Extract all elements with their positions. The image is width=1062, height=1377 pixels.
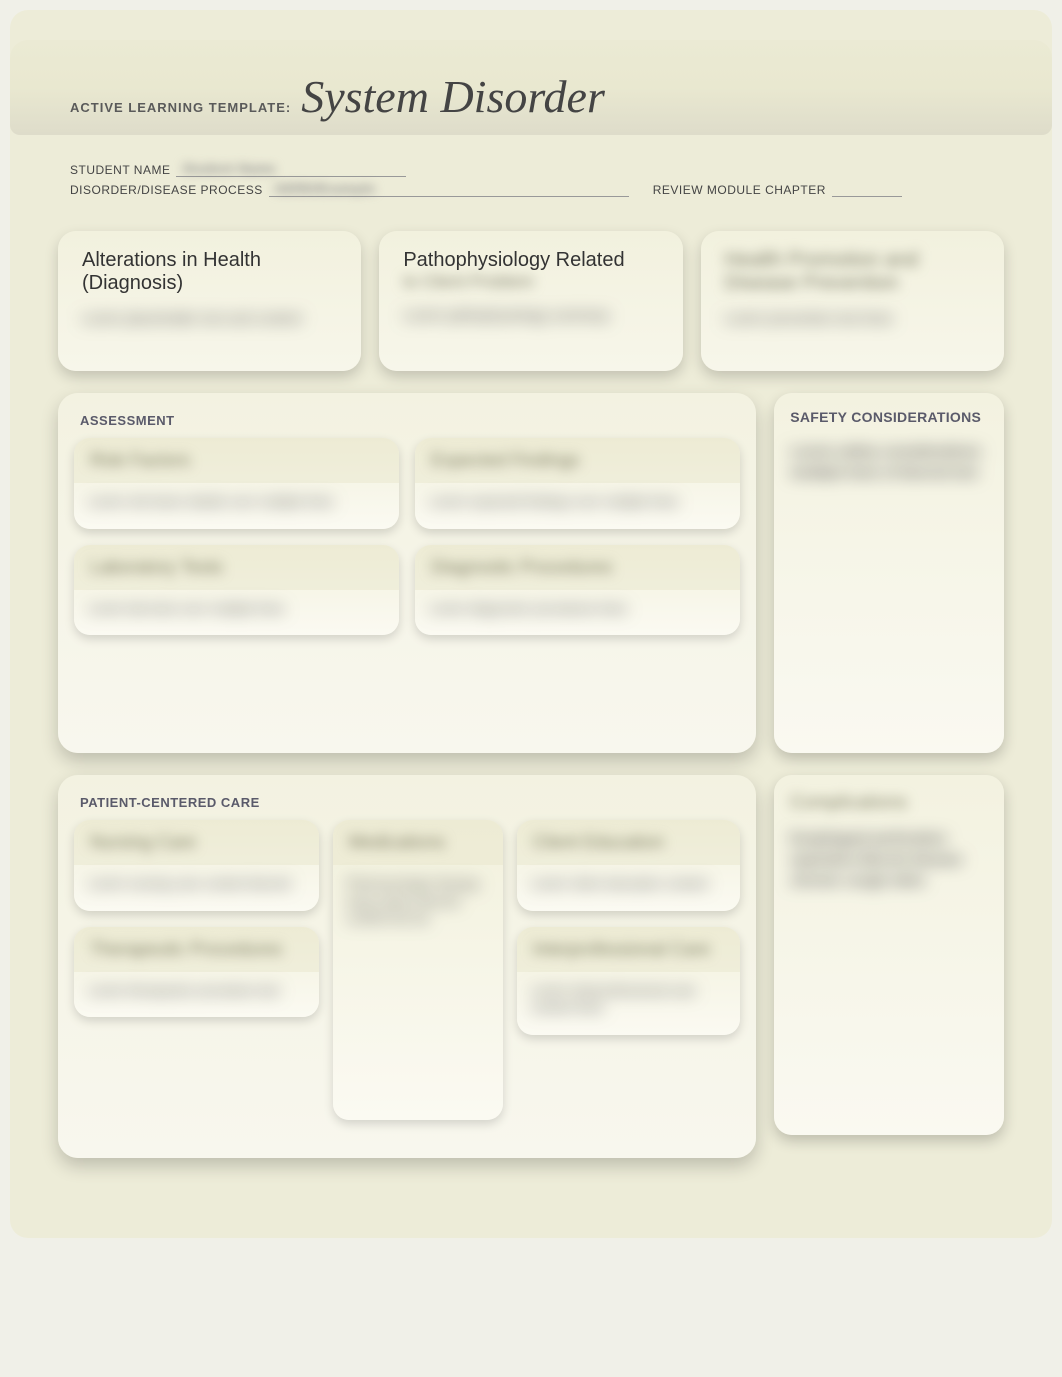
assessment-label: ASSESSMENT	[74, 411, 740, 438]
card-health-promo: Health Promotion and Disease Prevention …	[701, 231, 1004, 371]
chapter-line	[832, 183, 902, 197]
nursing-care-title: Nursing Care	[90, 832, 196, 852]
header-prefix: ACTIVE LEARNING TEMPLATE:	[70, 100, 291, 115]
card-health-promo-title: Health Promotion and Disease Prevention	[719, 245, 986, 305]
nursing-care-body: Lorem nursing care content blurred	[88, 875, 305, 893]
card-alterations-title: Alterations in Health (Diagnosis)	[76, 245, 343, 305]
card-alterations-body: Lorem placeholder text and content	[76, 305, 343, 331]
safety-label: SAFETY CONSIDERATIONS	[790, 409, 988, 441]
medications-card: Medications Pharmacologic therapy drug n…	[333, 820, 503, 1120]
complications-card: Complications Esophageal perforation asp…	[774, 775, 1004, 1135]
disorder-line: GERD/Example	[269, 183, 629, 197]
page: ACTIVE LEARNING TEMPLATE: System Disorde…	[10, 10, 1052, 1238]
student-name-line: Student Name	[176, 163, 406, 177]
risk-factors-body: Lorem risk factor details over multiple …	[88, 493, 385, 511]
interprof-title: Interprofessional Care	[533, 939, 710, 959]
therapeutic-title: Therapeutic Procedures	[90, 939, 282, 959]
safety-card: SAFETY CONSIDERATIONS Lorem safety consi…	[774, 393, 1004, 753]
header-bar: ACTIVE LEARNING TEMPLATE: System Disorde…	[10, 40, 1052, 135]
interprof-body: Lorem interprofessional care content lin…	[531, 982, 726, 1017]
safety-body: Lorem safety considerations multiple lin…	[790, 441, 988, 483]
chapter-label: REVIEW MODULE CHAPTER	[653, 183, 826, 197]
medications-title: Medications	[349, 832, 445, 852]
header-title: System Disorder	[301, 70, 605, 123]
lab-tests-card: Laboratory Tests Lorem lab tests over mu…	[74, 545, 399, 636]
card-pathophys-sub: to Client Problem	[397, 268, 664, 302]
student-name-label: STUDENT NAME	[70, 163, 170, 177]
lab-tests-body: Lorem lab tests over multiple lines	[88, 600, 385, 618]
therapeutic-body: Lorem therapeutic procedure text	[88, 982, 305, 1000]
meta-block: STUDENT NAME Student Name DISORDER/DISEA…	[10, 135, 1052, 213]
assessment-panel: ASSESSMENT Risk Factors Lorem risk facto…	[58, 393, 756, 753]
complications-body: Esophageal perforation aspiration Barret…	[790, 828, 988, 891]
expected-findings-body: Lorem expected findings over multiple li…	[429, 493, 726, 511]
card-pathophys-body: Lorem pathophysiology summary	[397, 302, 664, 328]
nursing-care-card: Nursing Care Lorem nursing care content …	[74, 820, 319, 911]
pcc-label: PATIENT-CENTERED CARE	[74, 793, 740, 820]
interprof-card: Interprofessional Care Lorem interprofes…	[517, 927, 740, 1035]
card-alterations: Alterations in Health (Diagnosis) Lorem …	[58, 231, 361, 371]
expected-findings-card: Expected Findings Lorem expected finding…	[415, 438, 740, 529]
expected-findings-title: Expected Findings	[431, 450, 579, 470]
student-name-value: Student Name	[182, 161, 275, 176]
risk-factors-title: Risk Factors	[90, 450, 190, 470]
lab-tests-title: Laboratory Tests	[90, 557, 223, 577]
pcc-panel: PATIENT-CENTERED CARE Nursing Care Lorem…	[58, 775, 756, 1158]
medications-body: Pharmacologic therapy drug names blurred…	[347, 875, 489, 928]
top-card-row: Alterations in Health (Diagnosis) Lorem …	[10, 213, 1052, 371]
card-pathophys: Pathophysiology Related to Client Proble…	[379, 231, 682, 371]
client-edu-title: Client Education	[533, 832, 664, 852]
client-edu-body: Lorem client education content	[531, 875, 726, 893]
diagnostic-body: Lorem diagnostic procedures lines	[429, 600, 726, 618]
diagnostic-title: Diagnostic Procedures	[431, 557, 612, 577]
pcc-section: PATIENT-CENTERED CARE Nursing Care Lorem…	[58, 775, 1004, 1158]
diagnostic-card: Diagnostic Procedures Lorem diagnostic p…	[415, 545, 740, 636]
disorder-label: DISORDER/DISEASE PROCESS	[70, 183, 263, 197]
disorder-value: GERD/Example	[275, 181, 376, 196]
therapeutic-card: Therapeutic Procedures Lorem therapeutic…	[74, 927, 319, 1018]
card-health-promo-body: Lorem prevention text lines	[719, 305, 986, 331]
risk-factors-card: Risk Factors Lorem risk factor details o…	[74, 438, 399, 529]
client-edu-card: Client Education Lorem client education …	[517, 820, 740, 911]
complications-title: Complications	[790, 791, 988, 828]
assessment-section: ASSESSMENT Risk Factors Lorem risk facto…	[58, 393, 1004, 753]
